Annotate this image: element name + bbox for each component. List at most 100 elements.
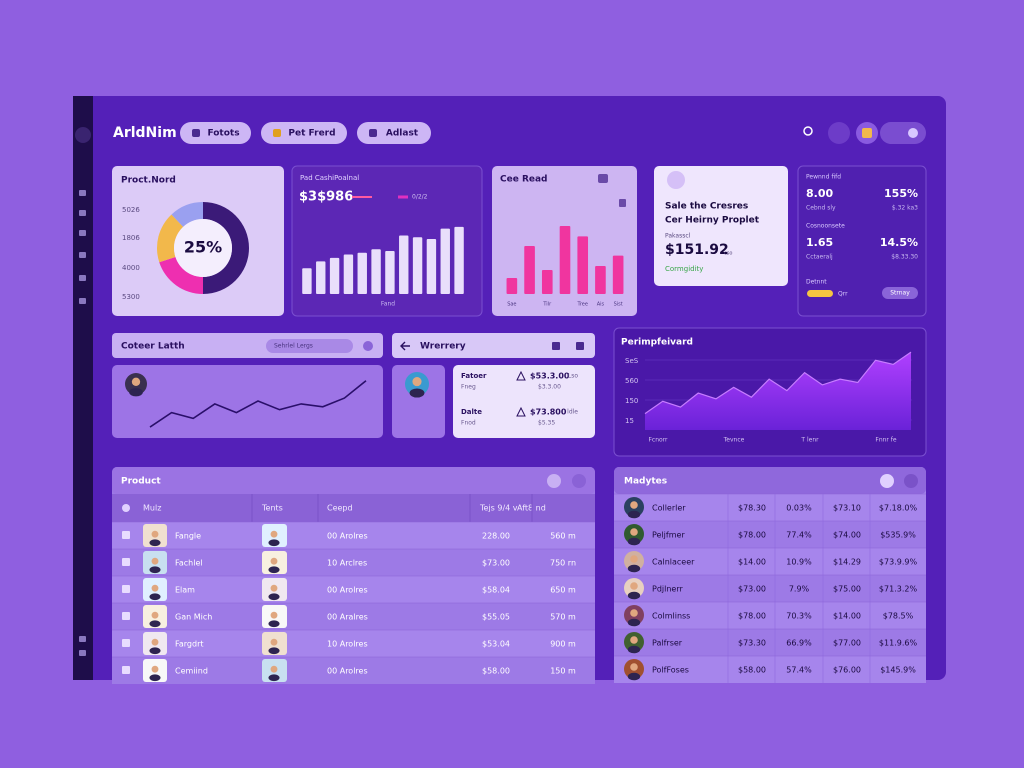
- card-title: Pad CashiPoalnal: [300, 174, 359, 182]
- cell: 00 Aralres: [327, 613, 368, 622]
- nav-button-label: Pet Frerd: [288, 129, 335, 139]
- line-series: [149, 380, 367, 428]
- avatar-body: [268, 674, 280, 682]
- cell: 70.3%: [786, 612, 812, 621]
- avatar-head: [630, 555, 638, 563]
- nav-button[interactable]: [357, 122, 431, 144]
- table-action[interactable]: [547, 474, 561, 488]
- back-arrow[interactable]: [400, 341, 410, 351]
- avatar-body: [627, 672, 641, 681]
- avatar-body: [149, 674, 161, 682]
- cell: 77.4%: [786, 531, 812, 540]
- sidebar-icon[interactable]: [79, 210, 86, 216]
- x-tick-label: Tilr: [542, 302, 552, 308]
- search-icon[interactable]: [803, 126, 813, 136]
- cell: 66.9%: [786, 639, 812, 648]
- avatar-head: [270, 638, 278, 646]
- cell: 650 m: [550, 586, 576, 595]
- table-action[interactable]: [572, 474, 586, 488]
- area-line: [644, 351, 912, 415]
- sidebar-icon[interactable]: [79, 636, 86, 642]
- bar: [595, 266, 606, 294]
- cell: $76.00: [833, 666, 861, 675]
- table-action[interactable]: [904, 474, 918, 488]
- cell: 10.9%: [786, 558, 812, 567]
- item-icon: [516, 370, 526, 381]
- x-axis-label: T lenr: [800, 437, 819, 444]
- table-action[interactable]: [880, 474, 894, 488]
- table-title: Product: [121, 477, 161, 487]
- toolbar-icon[interactable]: [576, 342, 584, 350]
- cell: $77.00: [833, 639, 861, 648]
- cell: $71.3.2%: [879, 585, 918, 594]
- toolbar-icon[interactable]: [552, 342, 560, 350]
- toolbar-icon[interactable]: [363, 341, 373, 351]
- row-checkbox[interactable]: [122, 585, 130, 593]
- cell: 00 Arolres: [327, 586, 368, 595]
- donut-segment: [203, 202, 249, 294]
- avatar-body: [149, 539, 161, 547]
- cell-name: Fangle: [175, 532, 201, 541]
- cell-name: Gan Mich: [175, 613, 212, 622]
- row-checkbox[interactable]: [122, 639, 130, 647]
- column-header: Tejs 9/4 v: [479, 504, 518, 513]
- cell: 0.03%: [786, 504, 812, 513]
- avatar-head: [630, 528, 638, 536]
- bar: [559, 226, 571, 294]
- cell: 00 Arolres: [327, 667, 368, 676]
- y-axis-label: 560: [625, 377, 638, 385]
- legend-label: 0/2/2: [412, 194, 428, 201]
- sidebar-icon[interactable]: [79, 190, 86, 196]
- row-checkbox[interactable]: [122, 531, 130, 539]
- card-title: Proct.Nord: [121, 176, 176, 186]
- search-placeholder: Sehrlel Lergs: [274, 343, 313, 350]
- card-icon[interactable]: [598, 174, 608, 183]
- card-icon[interactable]: [667, 171, 685, 189]
- toolbar-button[interactable]: [828, 122, 850, 144]
- button[interactable]: [882, 287, 918, 299]
- cell: 228.00: [482, 532, 510, 541]
- cell-name: Fachlel: [175, 559, 203, 568]
- donut-hole: [174, 219, 232, 277]
- avatar-body: [149, 647, 161, 655]
- cell-name: Elam: [175, 586, 195, 595]
- row-checkbox[interactable]: [122, 612, 130, 620]
- bar: [506, 278, 518, 294]
- cell: 900 m: [550, 640, 576, 649]
- item-name: Fatoer: [461, 372, 487, 380]
- sidebar-icon[interactable]: [79, 650, 86, 656]
- card-title: Cee Read: [500, 175, 548, 185]
- x-axis-label: Fnnr fe: [875, 437, 897, 444]
- sidebar-icon[interactable]: [79, 230, 86, 236]
- table-row: [112, 657, 595, 684]
- cell: 150 m: [550, 667, 576, 676]
- avatar-body: [627, 618, 641, 627]
- nav-button[interactable]: [180, 122, 251, 144]
- sidebar-icon[interactable]: [79, 298, 86, 304]
- search-field[interactable]: [266, 339, 353, 353]
- nav-button-icon: [369, 129, 377, 137]
- avatar-head: [270, 611, 278, 619]
- item-icon: [516, 406, 526, 417]
- card-icon[interactable]: [619, 199, 626, 207]
- row-checkbox[interactable]: [122, 558, 130, 566]
- nav-button-label: Fotots: [207, 129, 239, 139]
- avatar-head: [630, 501, 638, 509]
- cell-name: Palfrser: [652, 639, 683, 648]
- cell-name: Fargdrt: [175, 640, 204, 649]
- nav-button[interactable]: [261, 122, 347, 144]
- bar: [440, 228, 450, 294]
- row-checkbox[interactable]: [122, 666, 130, 674]
- cell: $78.00: [738, 531, 766, 540]
- button-label[interactable]: Strnay: [890, 290, 910, 297]
- avatar-head: [270, 557, 278, 565]
- sidebar-icon[interactable]: [79, 275, 86, 281]
- profile-pill[interactable]: [880, 122, 926, 144]
- column-header: Tents: [261, 504, 283, 513]
- avatar-head: [630, 663, 638, 671]
- avatar-body: [268, 593, 280, 601]
- table-row: [614, 602, 926, 629]
- sidebar-icon[interactable]: [79, 252, 86, 258]
- stat-sub: $8.33.30: [891, 254, 918, 261]
- sidebar-logo[interactable]: [75, 127, 91, 143]
